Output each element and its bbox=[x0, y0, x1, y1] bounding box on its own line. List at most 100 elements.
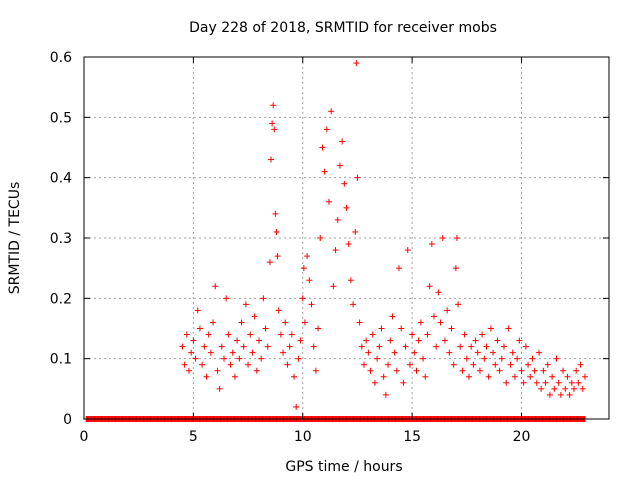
data-point bbox=[391, 349, 398, 356]
data-point bbox=[533, 379, 540, 386]
y-tick-label: 0.6 bbox=[50, 50, 72, 66]
data-point bbox=[487, 325, 494, 332]
y-axis-label: SRMTID / TECUs bbox=[7, 182, 23, 295]
x-axis-label: GPS time / hours bbox=[285, 459, 402, 475]
data-point bbox=[396, 265, 402, 272]
data-point bbox=[476, 367, 483, 374]
data-point bbox=[186, 367, 192, 374]
data-point bbox=[376, 343, 383, 350]
data-point bbox=[365, 349, 372, 356]
data-point bbox=[492, 361, 499, 368]
data-point bbox=[229, 349, 236, 356]
data-point bbox=[297, 337, 304, 344]
data-point bbox=[334, 216, 341, 223]
data-point bbox=[242, 301, 249, 308]
data-point bbox=[389, 313, 396, 320]
data-point bbox=[293, 403, 300, 410]
y-tick-label: 0.3 bbox=[50, 231, 72, 247]
data-point bbox=[415, 337, 422, 344]
data-point bbox=[350, 301, 357, 308]
data-point bbox=[291, 373, 297, 380]
data-point bbox=[269, 120, 276, 127]
data-point bbox=[498, 355, 505, 362]
data-point bbox=[183, 331, 190, 338]
data-point bbox=[326, 198, 332, 205]
data-point bbox=[236, 355, 243, 362]
y-tick-label: 0 bbox=[63, 412, 72, 428]
data-point bbox=[323, 126, 330, 133]
data-point bbox=[300, 265, 307, 272]
data-point bbox=[413, 367, 420, 374]
data-point bbox=[264, 343, 271, 350]
data-point bbox=[520, 379, 527, 386]
x-tick-label: 15 bbox=[403, 429, 421, 445]
data-point bbox=[201, 343, 208, 350]
data-point bbox=[527, 373, 534, 380]
data-point bbox=[256, 337, 262, 344]
data-point bbox=[380, 373, 387, 380]
data-point bbox=[280, 349, 287, 356]
data-point bbox=[231, 373, 238, 380]
data-point bbox=[240, 343, 247, 350]
data-point bbox=[514, 355, 521, 362]
data-point bbox=[420, 355, 427, 362]
data-point bbox=[496, 367, 503, 374]
data-point bbox=[212, 283, 219, 290]
data-point bbox=[472, 337, 479, 344]
data-point bbox=[253, 367, 260, 374]
data-point bbox=[564, 373, 571, 380]
data-point bbox=[199, 361, 206, 368]
data-point bbox=[424, 331, 431, 338]
data-point bbox=[288, 331, 295, 338]
data-point bbox=[188, 349, 195, 356]
data-point bbox=[196, 325, 203, 332]
data-point bbox=[461, 331, 468, 338]
data-point bbox=[363, 337, 370, 344]
data-point bbox=[439, 235, 446, 241]
data-point bbox=[234, 337, 241, 344]
data-point bbox=[210, 319, 217, 326]
data-point bbox=[286, 343, 293, 350]
data-point bbox=[367, 367, 374, 374]
data-point bbox=[387, 337, 394, 344]
data-point bbox=[457, 343, 464, 350]
data-point bbox=[345, 241, 352, 248]
data-point bbox=[540, 367, 547, 374]
data-point bbox=[218, 343, 225, 350]
data-point bbox=[446, 349, 453, 356]
data-point bbox=[560, 367, 567, 374]
data-point bbox=[266, 259, 273, 266]
data-point bbox=[441, 337, 448, 344]
data-point bbox=[277, 331, 284, 338]
data-point bbox=[194, 307, 201, 314]
axis-ticks: 0 5 10 15 20 0 0.1 0.2 0.3 0.4 0.5 0.6 bbox=[50, 50, 609, 445]
data-point bbox=[332, 247, 339, 254]
data-point bbox=[258, 355, 265, 362]
data-point bbox=[455, 301, 462, 308]
data-point bbox=[411, 349, 418, 356]
data-point bbox=[353, 60, 360, 67]
data-point bbox=[503, 379, 510, 386]
data-point bbox=[251, 313, 258, 320]
data-point bbox=[437, 319, 444, 326]
data-point bbox=[501, 343, 507, 350]
data-point bbox=[274, 253, 281, 260]
data-point bbox=[479, 331, 486, 338]
data-point bbox=[306, 277, 313, 284]
data-point bbox=[225, 331, 232, 338]
data-point bbox=[221, 355, 227, 362]
data-point bbox=[272, 210, 279, 217]
data-point bbox=[260, 295, 267, 302]
data-point bbox=[433, 343, 440, 350]
data-point bbox=[192, 355, 199, 362]
data-point bbox=[505, 325, 512, 332]
data-point bbox=[205, 331, 212, 338]
y-tick-label: 0.2 bbox=[50, 291, 72, 307]
data-point bbox=[336, 162, 343, 169]
data-point bbox=[361, 361, 367, 368]
data-point bbox=[575, 379, 582, 386]
data-point bbox=[319, 144, 326, 151]
data-point bbox=[282, 319, 289, 326]
data-point bbox=[203, 373, 210, 380]
data-point bbox=[341, 180, 348, 187]
